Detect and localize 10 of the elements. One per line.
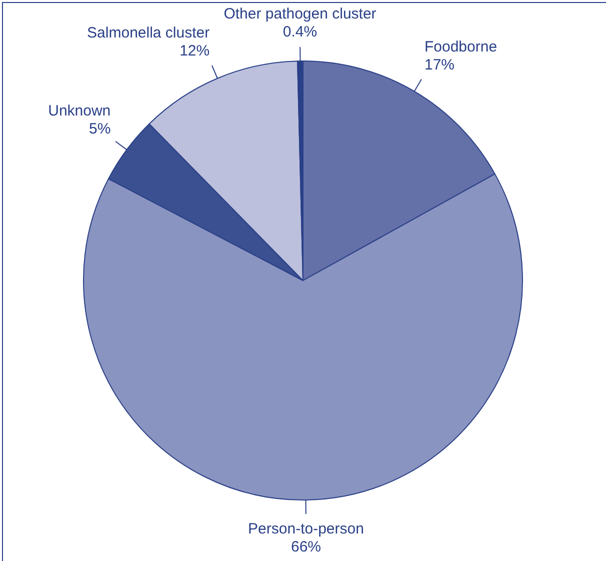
slice-label: Salmonella cluster: [87, 24, 210, 42]
slice-label: Foodborne: [424, 38, 498, 56]
slice-label: Other pathogen cluster: [224, 6, 376, 23]
data-label: 17%: [424, 56, 455, 74]
data-label: 5%: [88, 120, 111, 138]
data-label: 66%: [290, 538, 322, 556]
slice-label: Person-to-person: [248, 520, 364, 538]
data-label: 0.4%: [282, 24, 318, 41]
slice-label: Unknown: [48, 102, 111, 120]
data-label: 12%: [180, 42, 210, 60]
